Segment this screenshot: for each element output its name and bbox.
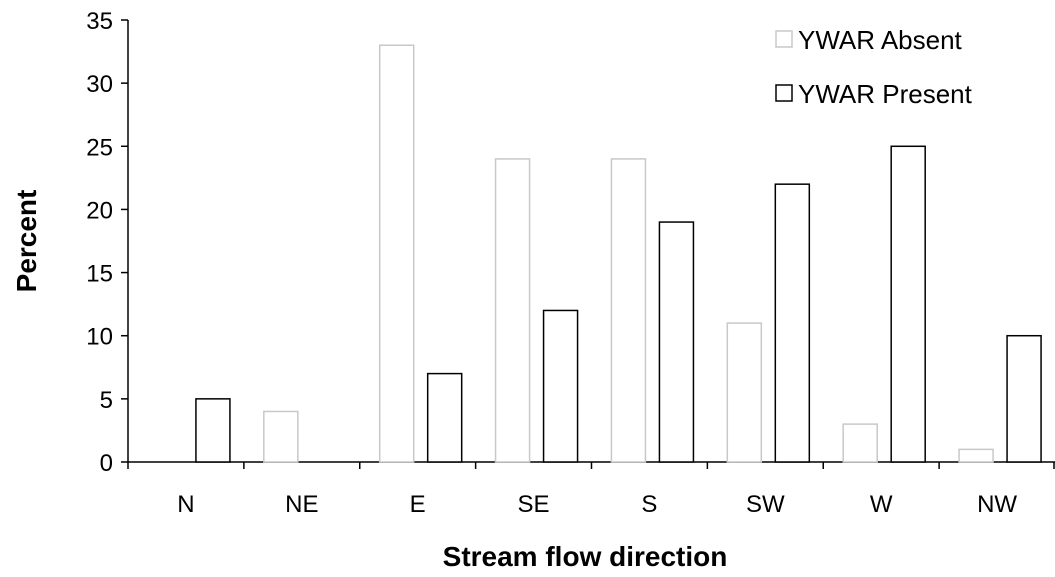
bar-present-n: [195, 398, 231, 463]
y-tick-label: 5: [100, 387, 113, 414]
x-tick-label: SW: [746, 491, 785, 518]
bar-absent-sw: [726, 322, 763, 463]
y-tick-label: 20: [86, 197, 113, 224]
bar-present-se: [542, 309, 579, 463]
y-tick-label: 35: [86, 8, 113, 35]
bar-present-w: [890, 145, 926, 463]
bar-absent-s: [610, 158, 647, 463]
bar-absent-ne: [263, 410, 299, 463]
y-tick-label: 25: [86, 134, 113, 161]
x-tick-label: W: [870, 491, 893, 518]
x-tick-label: S: [641, 491, 657, 518]
x-tick-label: SE: [518, 491, 550, 518]
legend-swatch: [775, 84, 793, 102]
y-tick-label: 0: [100, 450, 113, 477]
x-tick-label: N: [177, 491, 194, 518]
bars: [195, 44, 1042, 463]
bar-present-s: [658, 221, 695, 463]
legend-label: YWAR Absent: [798, 25, 963, 55]
y-tick-label: 30: [86, 71, 113, 98]
x-axis-title: Stream flow direction: [443, 541, 728, 572]
bar-absent-se: [494, 158, 531, 463]
y-axis-title: Percent: [11, 190, 42, 293]
bar-present-e: [426, 372, 463, 463]
y-tick-label: 15: [86, 261, 113, 288]
y-axis: 0 5 10 15 20 25 30 35: [86, 8, 129, 477]
x-tick-label: NW: [977, 491, 1017, 518]
bar-present-nw: [1006, 334, 1042, 463]
legend-swatch: [775, 30, 793, 48]
x-axis: N NE E SE S SW W NW: [127, 461, 1055, 518]
bar-absent-e: [378, 44, 415, 463]
legend-label: YWAR Present: [798, 79, 973, 109]
legend: YWAR Absent YWAR Present: [775, 25, 973, 109]
bar-present-sw: [774, 183, 811, 463]
y-tick-label: 10: [86, 324, 113, 351]
x-tick-label: E: [410, 491, 426, 518]
x-tick-label: NE: [285, 491, 318, 518]
bar-absent-nw: [958, 448, 994, 463]
bar-absent-w: [842, 423, 878, 463]
